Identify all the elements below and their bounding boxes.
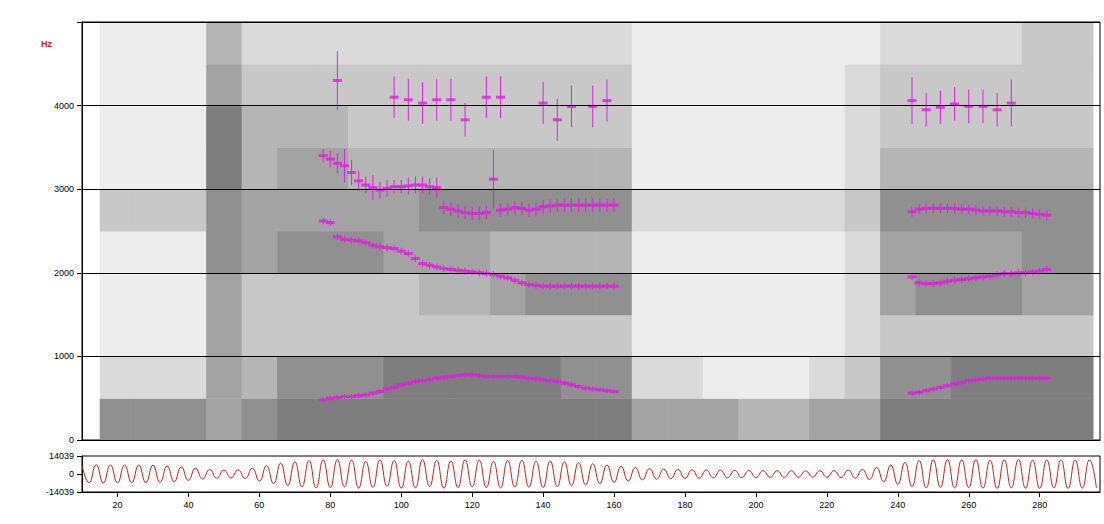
svg-text:260: 260 xyxy=(961,500,976,510)
svg-text:140: 140 xyxy=(536,500,551,510)
svg-text:0: 0 xyxy=(69,435,74,445)
svg-text:220: 220 xyxy=(819,500,834,510)
svg-text:240: 240 xyxy=(890,500,905,510)
svg-text:2000: 2000 xyxy=(54,268,74,278)
svg-text:160: 160 xyxy=(607,500,622,510)
svg-text:180: 180 xyxy=(677,500,692,510)
svg-text:-14039: -14039 xyxy=(46,487,74,497)
svg-text:280: 280 xyxy=(1032,500,1047,510)
svg-text:Hz: Hz xyxy=(41,39,52,49)
svg-text:100: 100 xyxy=(394,500,409,510)
svg-text:20: 20 xyxy=(112,500,122,510)
svg-text:1000: 1000 xyxy=(54,351,74,361)
svg-text:60: 60 xyxy=(254,500,264,510)
svg-text:0: 0 xyxy=(69,469,74,479)
svg-text:4000: 4000 xyxy=(54,101,74,111)
svg-text:120: 120 xyxy=(465,500,480,510)
svg-text:3000: 3000 xyxy=(54,184,74,194)
svg-text:200: 200 xyxy=(748,500,763,510)
svg-text:40: 40 xyxy=(183,500,193,510)
svg-text:14039: 14039 xyxy=(49,451,74,461)
svg-text:80: 80 xyxy=(325,500,335,510)
